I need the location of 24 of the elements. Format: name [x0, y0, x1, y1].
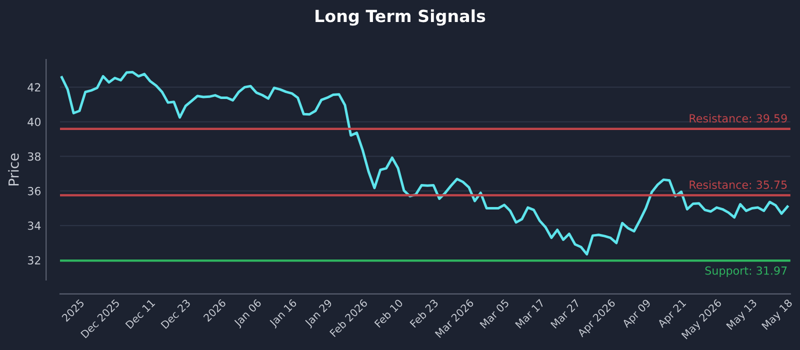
- x-tick-label: Jan 06: [233, 298, 264, 329]
- x-tick-label: Apr 21: [656, 298, 688, 330]
- ref-line-label: Support: 31.97: [705, 266, 787, 277]
- x-tick-label: Jan 29: [304, 298, 334, 329]
- chart-title: Long Term Signals: [316, 9, 486, 26]
- y-tick-label: 42: [28, 83, 40, 92]
- x-tick-label: Apr 09: [622, 298, 652, 330]
- x-tick-label: Feb 23: [409, 298, 439, 328]
- x-tick-label: Jan 16: [268, 298, 298, 329]
- ref-line-label: Resistance: 35.75: [690, 180, 787, 189]
- y-tick-label: 36: [28, 186, 41, 196]
- y-axis-title: Price: [8, 154, 19, 186]
- y-tick-label: 32: [28, 256, 40, 264]
- x-tick-label: Feb 10: [374, 298, 404, 328]
- x-tick-label: Mar 05: [480, 298, 510, 329]
- x-tick-label: Mar 17: [514, 298, 545, 329]
- x-tick-label: Dec 11: [125, 298, 156, 329]
- y-tick-label: 40: [28, 118, 41, 126]
- y-tick-label: 34: [28, 222, 41, 230]
- y-tick-label: 38: [28, 152, 40, 161]
- line-series: [60, 70, 789, 256]
- x-tick-label: Mar 27: [550, 298, 580, 329]
- x-tick-label: Dec 23: [160, 298, 191, 329]
- ref-line-label: Resistance: 39.59: [690, 114, 787, 123]
